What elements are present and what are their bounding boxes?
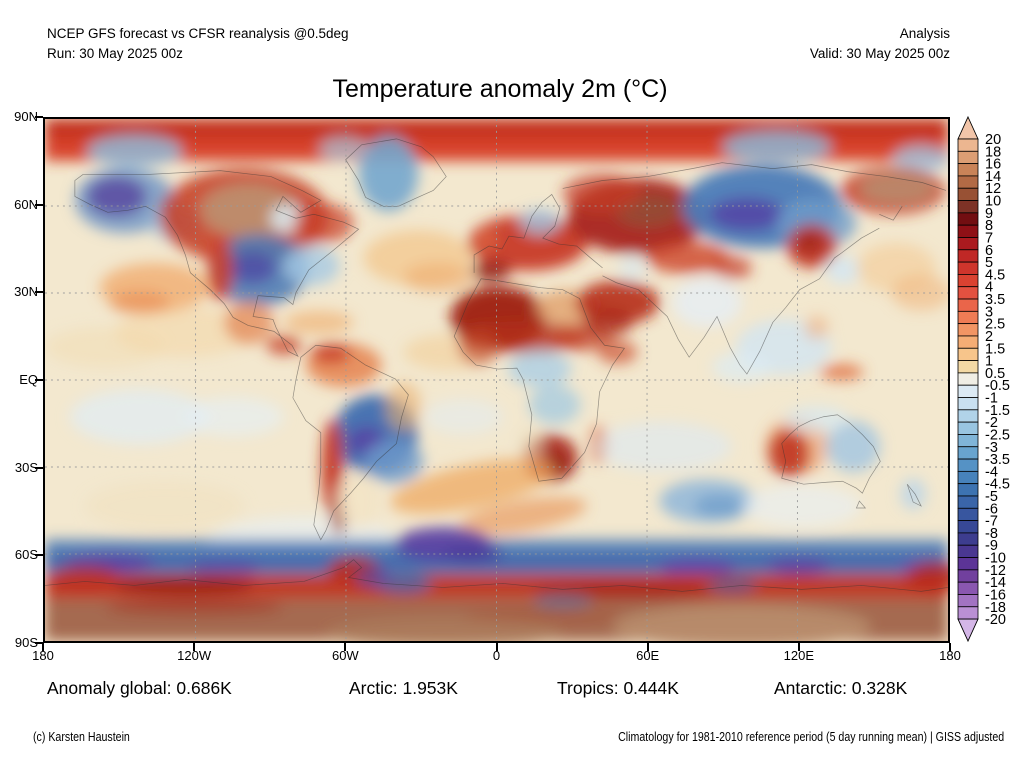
colorbar-segment xyxy=(958,237,978,249)
colorbar-segment xyxy=(958,250,978,262)
colorbar-segment xyxy=(958,594,978,606)
colorbar-segment xyxy=(958,139,978,151)
lat-tick-mark xyxy=(35,116,43,118)
colorbar-segment xyxy=(958,324,978,336)
colorbar-segment xyxy=(958,533,978,545)
colorbar-segment xyxy=(958,176,978,188)
colorbar-segment xyxy=(958,262,978,274)
lat-tick-mark xyxy=(35,467,43,469)
anomaly-map-raster xyxy=(45,119,948,641)
colorbar-segment xyxy=(958,385,978,397)
colorbar-segment xyxy=(958,213,978,225)
lat-tick-mark xyxy=(35,291,43,293)
colorbar-segment xyxy=(958,607,978,619)
colorbar-segment xyxy=(958,336,978,348)
lon-tick-mark xyxy=(344,643,346,651)
copyright: (c) Karsten Haustein xyxy=(33,730,130,744)
lat-tick-mark xyxy=(35,204,43,206)
colorbar-segment xyxy=(958,434,978,446)
lat-tick-label: 60S xyxy=(0,547,38,562)
product-name: Analysis xyxy=(810,24,950,44)
stat-item: Arctic: 1.953K xyxy=(349,678,458,699)
colorbar-segment xyxy=(958,508,978,520)
anomaly-map xyxy=(43,117,950,643)
colorbar-segment xyxy=(958,570,978,582)
colorbar-segment xyxy=(958,398,978,410)
colorbar-segment xyxy=(958,225,978,237)
colorbar-segment xyxy=(958,484,978,496)
page-title: Temperature anomaly 2m (°C) xyxy=(0,75,1000,104)
lon-tick-mark xyxy=(193,643,195,651)
colorbar-segment xyxy=(958,348,978,360)
model-header: NCEP GFS forecast vs CFSR reanalysis @0.… xyxy=(47,24,349,65)
colorbar-tick-label: -20 xyxy=(985,612,1006,628)
stat-item: Antarctic: 0.328K xyxy=(774,678,907,699)
lat-tick-label: 90N xyxy=(0,109,38,124)
colorbar-segment xyxy=(958,410,978,422)
lon-tick-mark xyxy=(949,643,951,651)
lat-tick-label: 30S xyxy=(0,460,38,475)
colorbar-arrow-bottom xyxy=(958,619,978,641)
stat-item: Tropics: 0.444K xyxy=(557,678,679,699)
colorbar-segment xyxy=(958,422,978,434)
lat-tick-label: EQ xyxy=(0,372,38,387)
colorbar-segment xyxy=(958,373,978,385)
colorbar-segment xyxy=(958,558,978,570)
colorbar-segment xyxy=(958,521,978,533)
colorbar-segment xyxy=(958,459,978,471)
lat-tick-mark xyxy=(35,554,43,556)
lon-tick-mark xyxy=(647,643,649,651)
lon-tick-mark xyxy=(42,643,44,651)
lat-tick-label: 60N xyxy=(0,197,38,212)
product-header: Analysis Valid: 30 May 2025 00z xyxy=(810,24,950,65)
colorbar-segment xyxy=(958,164,978,176)
lon-tick-mark xyxy=(798,643,800,651)
valid-time: Valid: 30 May 2025 00z xyxy=(810,44,950,64)
colorbar-segment xyxy=(958,447,978,459)
colorbar-segment xyxy=(958,361,978,373)
climatology-note: Climatology for 1981-2010 reference peri… xyxy=(618,730,1004,744)
colorbar-segment xyxy=(958,287,978,299)
stat-item: Anomaly global: 0.686K xyxy=(47,678,232,699)
colorbar-segment xyxy=(958,151,978,163)
colorbar-segment xyxy=(958,545,978,557)
run-time: Run: 30 May 2025 00z xyxy=(47,44,349,64)
colorbar-segment xyxy=(958,582,978,594)
colorbar-segment xyxy=(958,471,978,483)
lat-tick-mark xyxy=(35,379,43,381)
colorbar-segment xyxy=(958,299,978,311)
colorbar-segment xyxy=(958,201,978,213)
colorbar-segment xyxy=(958,311,978,323)
colorbar-segment xyxy=(958,274,978,286)
lat-tick-label: 30N xyxy=(0,284,38,299)
colorbar-arrow-top xyxy=(958,117,978,139)
colorbar: 201816141210987654.543.532.521.510.5-0.5… xyxy=(956,115,1024,647)
colorbar-segment xyxy=(958,188,978,200)
model-name: NCEP GFS forecast vs CFSR reanalysis @0.… xyxy=(47,24,349,44)
colorbar-segment xyxy=(958,496,978,508)
lon-tick-mark xyxy=(496,643,498,651)
